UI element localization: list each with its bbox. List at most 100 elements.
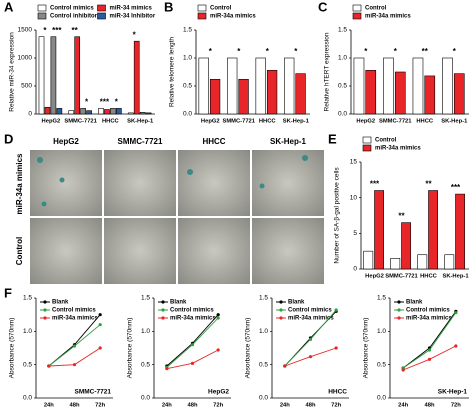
y-tick-label: 1.5 [183, 27, 192, 34]
legend-label: Blank [406, 300, 423, 306]
y-tick-label: 1.5 [259, 295, 268, 302]
significance-mark: ** [72, 26, 79, 35]
point [454, 311, 458, 315]
x-tick-label: HepG2 [365, 274, 384, 280]
legend-label: miR-34 mimics [110, 6, 153, 12]
legend-swatch [279, 300, 283, 304]
y-tick-label: 1500 [18, 27, 33, 34]
micrograph [30, 218, 102, 284]
legend-swatch [43, 300, 47, 304]
legend-swatch [43, 316, 47, 320]
point [165, 367, 169, 371]
bar [383, 57, 394, 115]
x-tick-label: SMMC-7721 [222, 119, 255, 125]
bar [442, 57, 453, 115]
point [190, 361, 195, 365]
bar [394, 71, 406, 115]
micrograph [104, 218, 176, 284]
significance-mark: *** [370, 180, 380, 189]
significance-mark: ** [425, 180, 432, 189]
legend-label: Control mimics [170, 308, 214, 314]
y-tick-label: 10 [350, 194, 358, 201]
y-tick-label: 15 [350, 159, 358, 166]
legend-label: Blank [170, 300, 187, 306]
bar [209, 78, 221, 115]
y-tick-label: 1.0 [377, 328, 386, 335]
point [98, 346, 102, 350]
x-tick-label: 48h [70, 403, 80, 409]
legend-swatch [397, 308, 401, 312]
y-axis-label: Number of SA-β-gal positive cells [334, 167, 341, 264]
y-tick-label: 0.0 [377, 395, 386, 402]
x-tick-label: SK-Hep-1 [127, 119, 154, 125]
bar [255, 57, 266, 115]
x-tick-label: 72h [95, 403, 105, 409]
significance-mark: *** [52, 26, 62, 35]
micrograph [178, 218, 250, 284]
legend-label: Blank [288, 300, 305, 306]
bar [68, 110, 75, 115]
y-tick-label: 1.5 [338, 27, 347, 34]
legend-label: Control mimics [406, 308, 450, 314]
stain [59, 177, 65, 183]
point [98, 313, 102, 317]
bar [116, 108, 122, 115]
panel-letter: F [4, 285, 12, 300]
y-tick-label: 0.5 [259, 361, 268, 368]
x-tick-label: SK-Hep-1 [283, 119, 310, 125]
bar [227, 57, 238, 115]
y-tick-label: 1.5 [141, 295, 150, 302]
x-tick-label: HepG2 [201, 119, 220, 125]
x-tick-label: 48h [188, 403, 198, 409]
legend-swatch [197, 12, 207, 20]
bar [295, 73, 306, 115]
legend-label: Control [210, 6, 232, 12]
panel-letter: A [4, 0, 14, 14]
x-tick-label: HHCC [259, 119, 277, 125]
row-label: Control [15, 237, 24, 265]
bar [363, 250, 374, 270]
bar [98, 108, 104, 115]
y-tick-label: 0.5 [183, 83, 192, 90]
bar [412, 57, 424, 115]
legend-swatch [352, 4, 362, 12]
point [427, 348, 432, 352]
legend-swatch [97, 4, 106, 12]
significance-mark: * [85, 98, 89, 107]
legend-label: Control mimics [52, 308, 96, 314]
bar [417, 254, 428, 270]
legend-label: miR-34a mimics [52, 316, 98, 322]
point [72, 344, 77, 348]
y-tick-label: 1000 [18, 55, 33, 62]
significance-mark: * [394, 47, 398, 56]
y-tick-label: 0.5 [377, 361, 386, 368]
significance-mark: * [133, 30, 137, 39]
legend-label: Blank [52, 300, 69, 306]
y-axis-label: Absorbance (570nm) [9, 318, 16, 379]
bar [104, 109, 110, 115]
y-axis-label: Absorbance (570nm) [363, 318, 370, 379]
point [283, 364, 287, 368]
line [166, 314, 219, 367]
x-tick-label: HHCC [416, 119, 434, 125]
panel-letter: E [328, 131, 337, 146]
point [216, 313, 220, 317]
legend-swatch [161, 300, 165, 304]
significance-mark: * [453, 47, 457, 56]
bar [365, 70, 377, 115]
bar [80, 108, 86, 115]
y-tick-label: 1.0 [23, 328, 32, 335]
point [216, 348, 220, 352]
bar [390, 257, 401, 270]
x-tick-label: HHCC [102, 119, 120, 125]
bar [74, 36, 81, 115]
legend-swatch [37, 12, 47, 20]
point [190, 343, 195, 347]
legend-label: Control inhibitor [50, 14, 98, 20]
bar [455, 193, 465, 270]
y-tick-label: 5 [353, 230, 357, 237]
column-label: SK-Hep-1 [270, 137, 307, 146]
panel-letter: D [4, 131, 13, 146]
x-tick-label: SK-Hep-1 [442, 274, 469, 280]
legend-label: miR-34 Inhibitor [110, 14, 156, 20]
